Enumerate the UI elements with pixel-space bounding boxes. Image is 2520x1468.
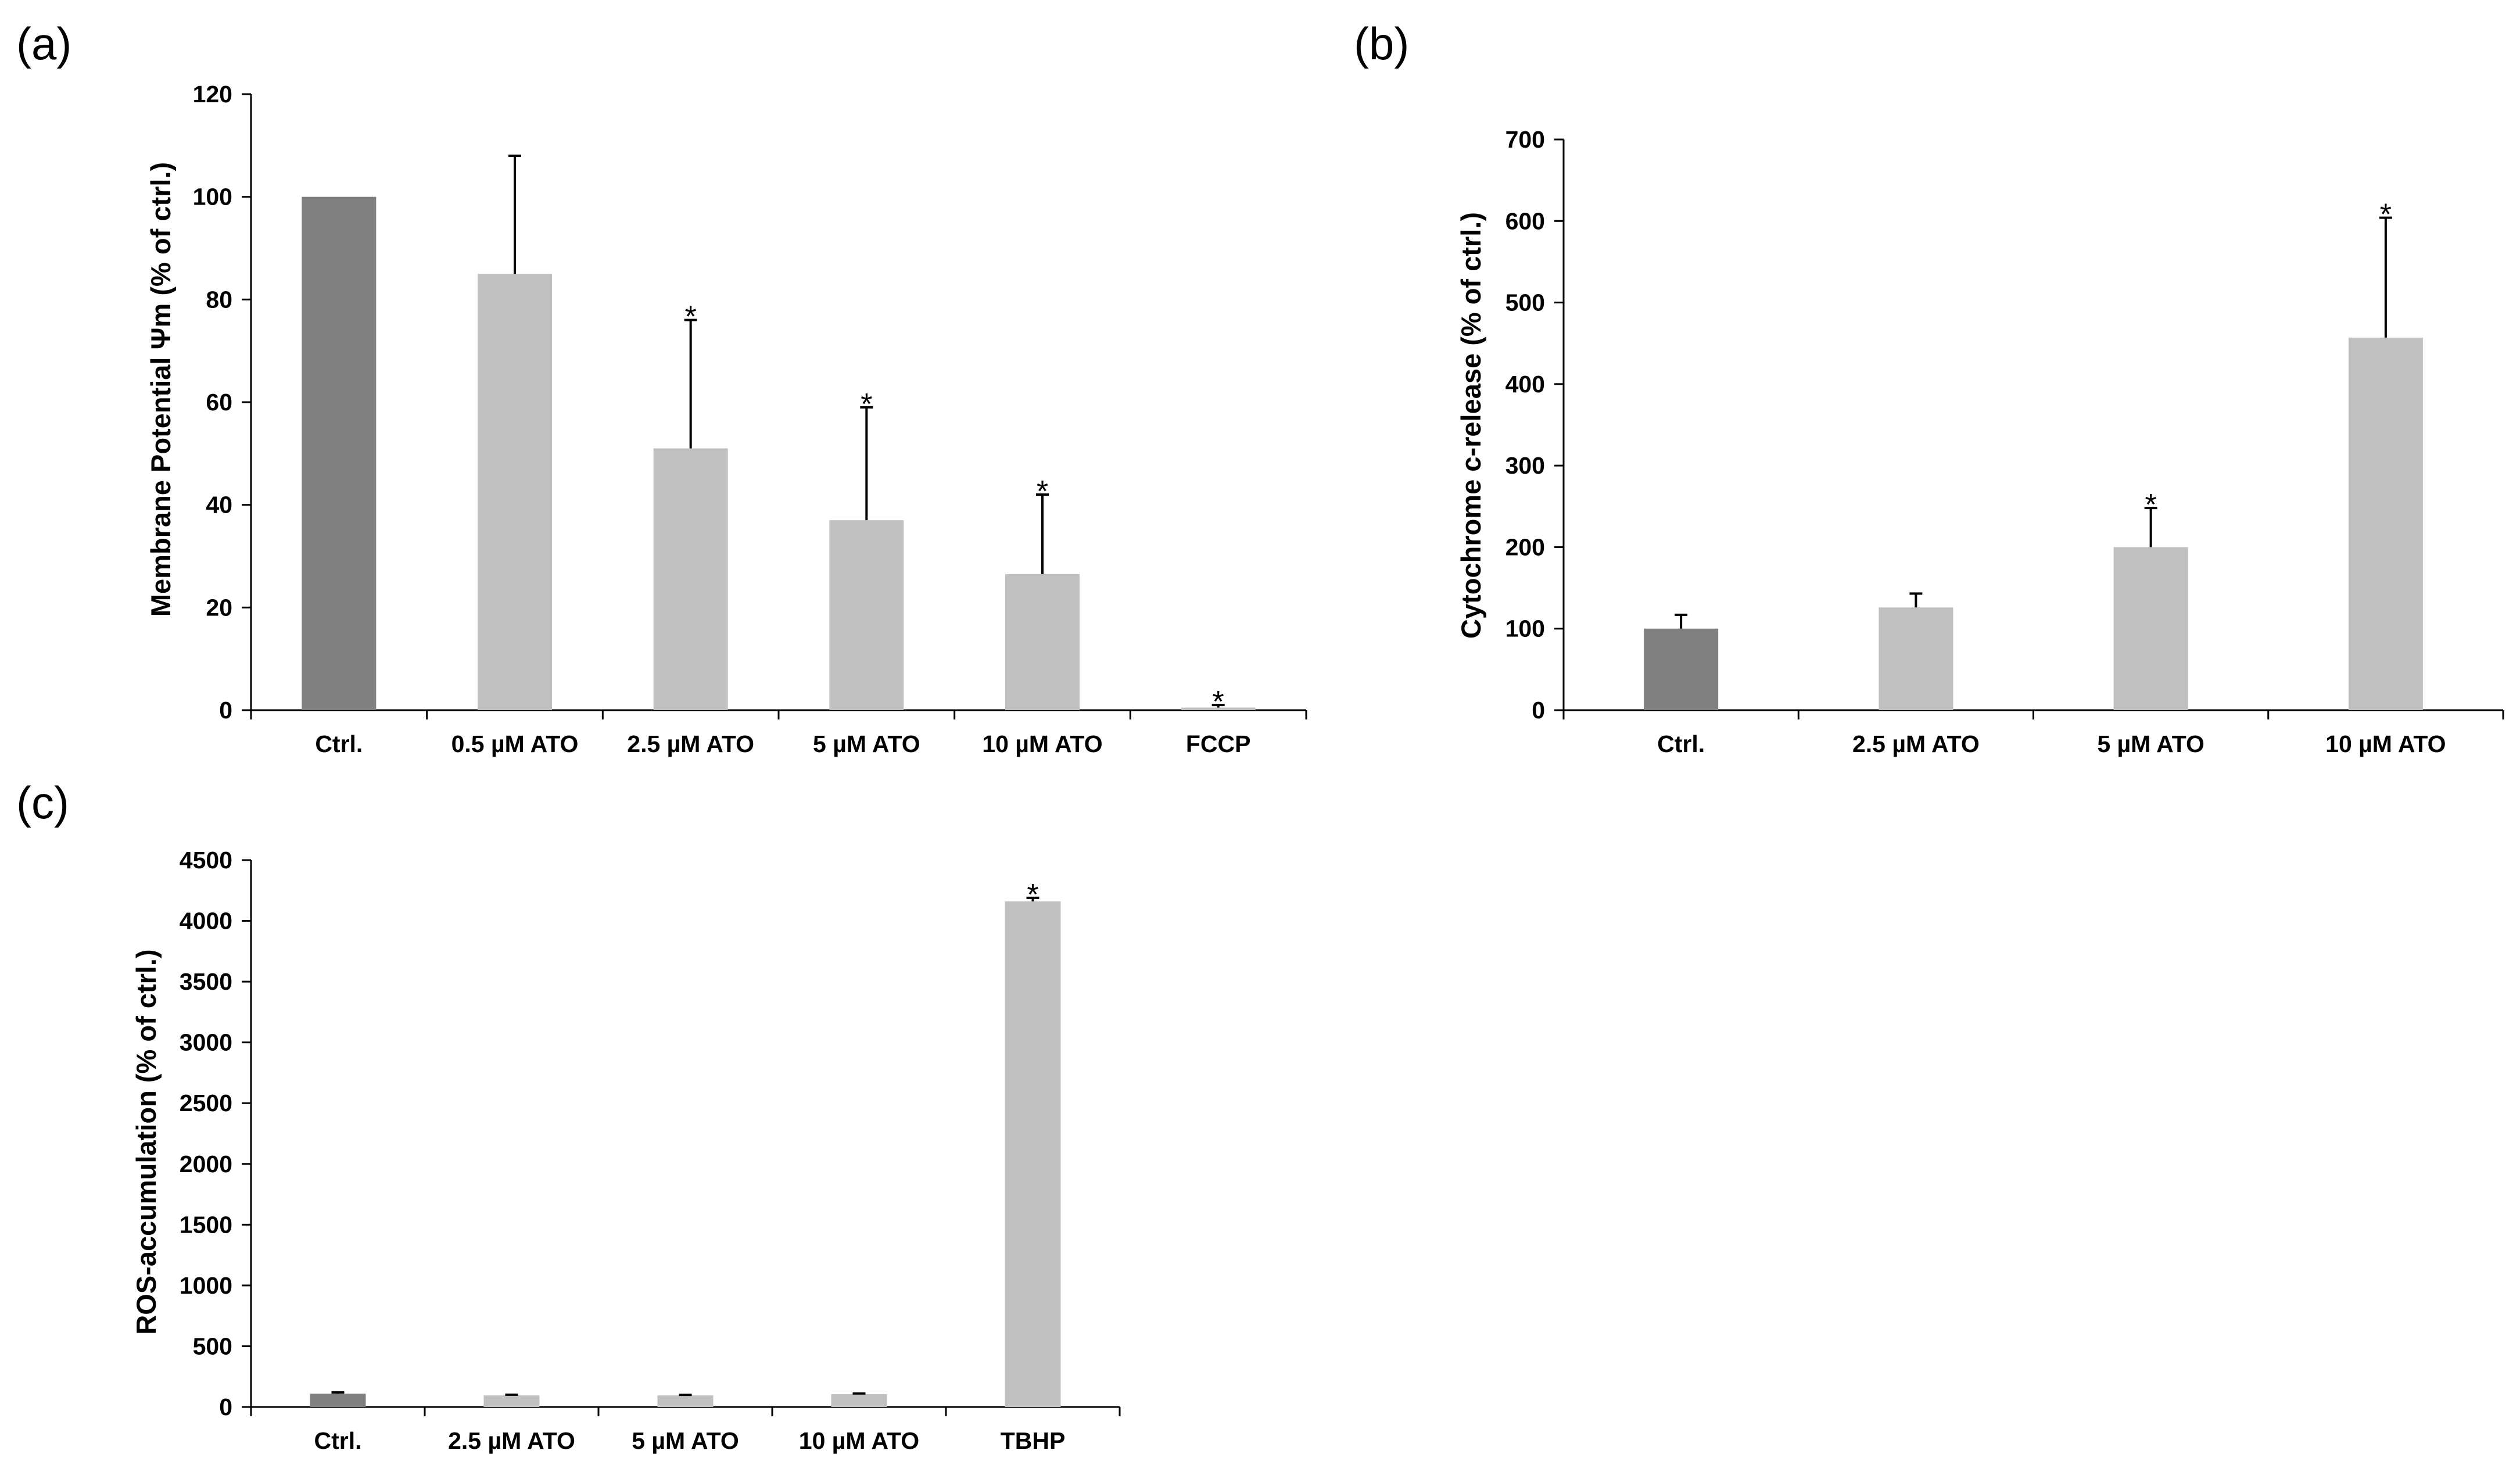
x-tick-label: 10 µM ATO xyxy=(2325,731,2446,757)
bar xyxy=(1005,901,1061,1407)
chart-panel-b: (b) Cytochrome c-release (% of ctrl.) 0 1… xyxy=(1354,18,2504,757)
chart-panel-c: (c) ROS-accumulation (% of ctrl.) 0 500 10… xyxy=(16,777,1121,1454)
x-tick-label: 2.5 µM ATO xyxy=(1852,731,1980,757)
y-tick-label: 1500 xyxy=(180,1211,232,1238)
bar xyxy=(2348,337,2423,710)
significance-marker: * xyxy=(685,300,697,334)
y-axis-title: Membrane Potential Ψm (% of ctrl.) xyxy=(145,162,176,617)
y-tick-label: 4000 xyxy=(180,908,232,934)
bar xyxy=(653,448,728,710)
y-tick-label: 300 xyxy=(1505,452,1545,479)
x-tick-label: Ctrl. xyxy=(1657,731,1705,757)
bar xyxy=(657,1395,714,1407)
y-tick-label: 60 xyxy=(206,389,232,416)
significance-marker: * xyxy=(1037,475,1048,509)
panel-label: (a) xyxy=(16,18,71,69)
y-tick-label: 2000 xyxy=(180,1151,232,1177)
bar xyxy=(1644,628,1719,710)
significance-marker: * xyxy=(1027,878,1038,912)
y-tick-label: 500 xyxy=(1505,289,1545,316)
y-tick-label: 3000 xyxy=(180,1029,232,1056)
x-tick-label: 10 µM ATO xyxy=(982,731,1102,757)
x-tick-label: Ctrl. xyxy=(315,731,363,757)
x-tick-label: 2.5 µM ATO xyxy=(448,1427,575,1454)
x-tick-label: 0.5 µM ATO xyxy=(451,731,579,757)
panel-label: (b) xyxy=(1354,18,1409,69)
significance-marker: * xyxy=(2380,198,2392,232)
y-tick-label: 4500 xyxy=(180,847,232,873)
y-axis-title: ROS-accumulation (% of ctrl.) xyxy=(131,949,162,1334)
y-tick-label: 40 xyxy=(206,492,232,518)
y-tick-label: 80 xyxy=(206,286,232,313)
x-tick-label: 10 µM ATO xyxy=(799,1427,919,1454)
x-tick-label: 5 µM ATO xyxy=(2097,731,2204,757)
chart-marks: 0 500 1000 1500 2000 2500 3000 3500 4000 4500 Ctrl… xyxy=(180,847,1121,1454)
significance-marker: * xyxy=(861,388,872,421)
bar xyxy=(829,520,904,710)
x-tick-label: TBHP xyxy=(1001,1427,1066,1454)
bar xyxy=(831,1394,887,1407)
bar xyxy=(478,274,552,711)
x-tick-label: 5 µM ATO xyxy=(813,731,920,757)
y-tick-label: 600 xyxy=(1505,207,1545,234)
y-tick-label: 700 xyxy=(1505,126,1545,153)
significance-marker: * xyxy=(2145,488,2157,522)
panel-label: (c) xyxy=(16,777,69,828)
x-tick-label: 5 µM ATO xyxy=(632,1427,739,1454)
bar xyxy=(1005,574,1080,710)
y-tick-label: 0 xyxy=(1532,697,1545,724)
bar xyxy=(2113,547,2188,710)
bar xyxy=(1181,707,1256,710)
y-tick-label: 200 xyxy=(1505,534,1545,560)
chart-marks: 0 100 200 300 400 500 600 700 Ctrl. 2.5 µM ATO * 5 … xyxy=(1505,126,2504,757)
y-tick-label: 0 xyxy=(219,697,232,724)
y-tick-label: 120 xyxy=(193,81,232,108)
y-tick-label: 1000 xyxy=(180,1272,232,1299)
y-tick-label: 2500 xyxy=(180,1090,232,1116)
bar xyxy=(483,1395,540,1407)
y-axis-title: Cytochrome c-release (% of ctrl.) xyxy=(1456,212,1486,639)
y-tick-label: 100 xyxy=(193,184,232,210)
x-tick-label: FCCP xyxy=(1186,731,1251,757)
bar xyxy=(1879,607,1953,710)
y-tick-label: 20 xyxy=(206,594,232,621)
significance-marker: * xyxy=(1213,685,1224,719)
x-tick-label: Ctrl. xyxy=(314,1427,362,1454)
y-tick-label: 400 xyxy=(1505,371,1545,398)
chart-panel-a: (a) Membrane Potential Ψm (% of ctrl.) 0… xyxy=(16,18,1307,757)
bar xyxy=(310,1393,366,1407)
bar xyxy=(302,196,377,711)
y-tick-label: 100 xyxy=(1505,615,1545,642)
y-tick-label: 500 xyxy=(193,1333,232,1359)
y-tick-label: 0 xyxy=(219,1394,232,1420)
y-tick-label: 3500 xyxy=(180,968,232,995)
chart-marks: 0 20 40 60 80 100 120 Ctrl. 0.5 µM ATO * 2.5 µM AT… xyxy=(193,81,1307,757)
x-tick-label: 2.5 µM ATO xyxy=(627,731,754,757)
